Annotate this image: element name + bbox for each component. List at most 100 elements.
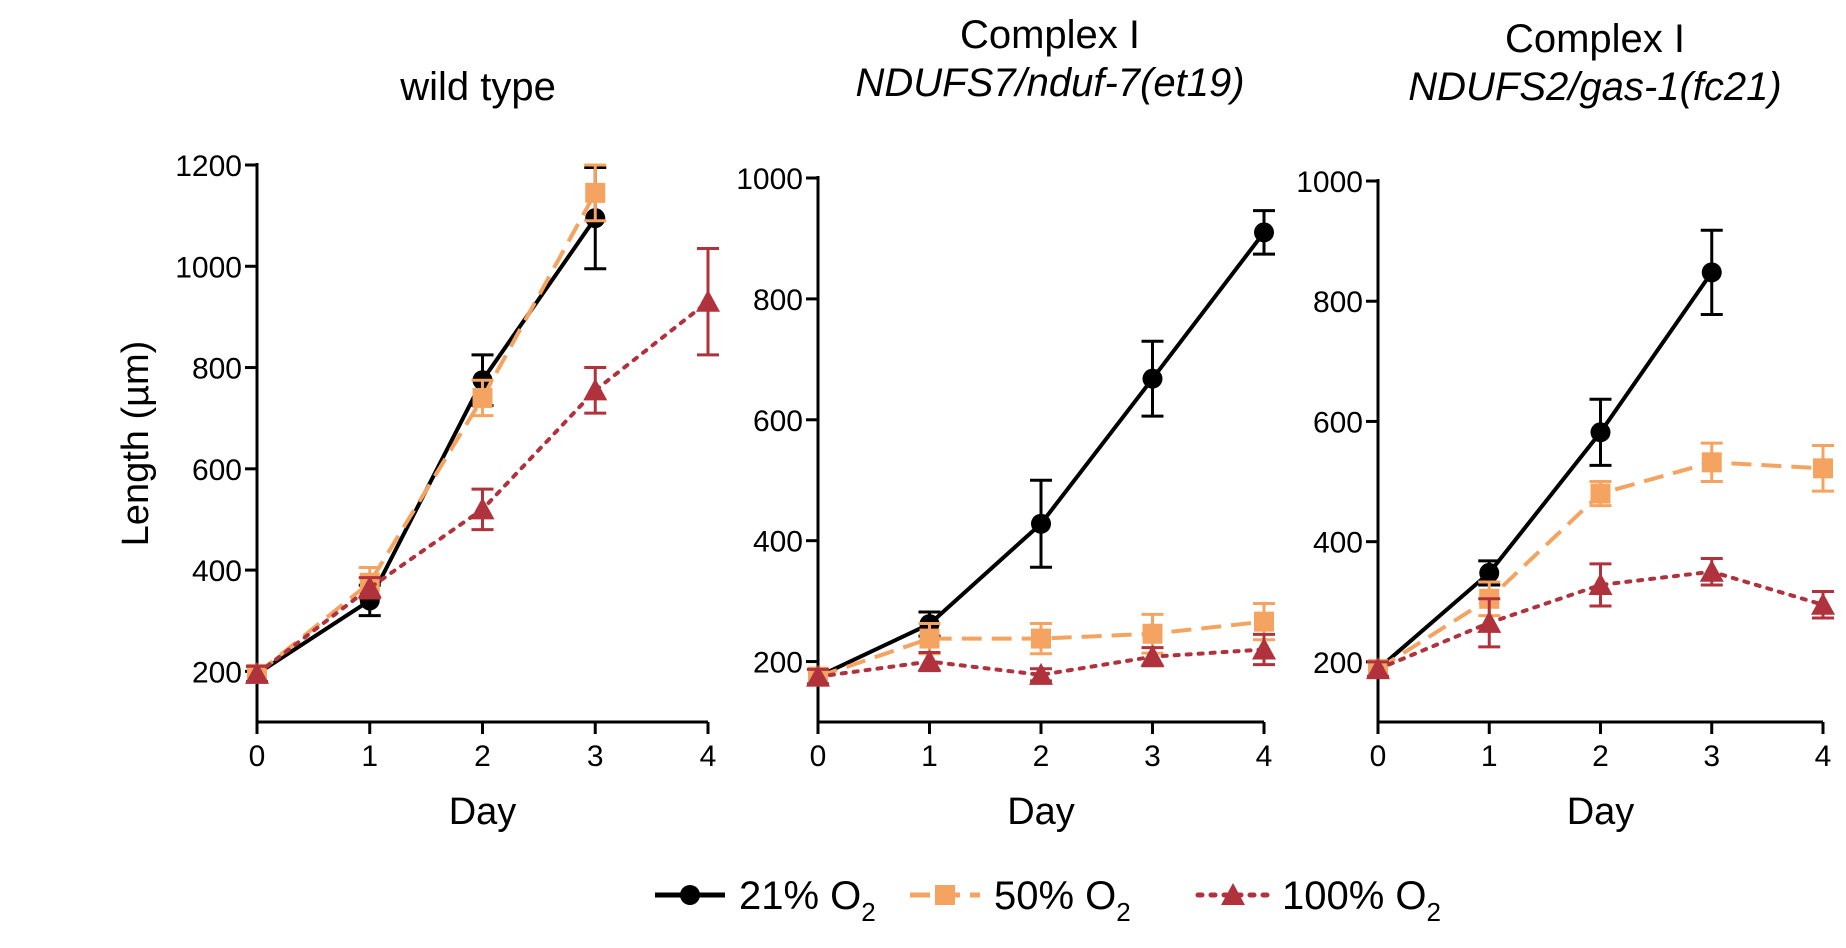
panel-1: wild type 200 400 600 800 1000 1200 0 1 2 3 4 Day Len… xyxy=(115,65,720,833)
series-100-o2 xyxy=(1366,556,1835,680)
data-point xyxy=(1699,559,1724,582)
x-tick-label: 1 xyxy=(1481,740,1498,773)
series-100-o2 xyxy=(806,632,1276,687)
legend-label: 21% O2 xyxy=(739,874,876,927)
y-tick-label: 600 xyxy=(1313,406,1363,439)
data-point xyxy=(585,182,606,203)
legend-label-text: 50% O xyxy=(994,874,1116,918)
panel-title: wild type xyxy=(399,65,556,109)
x-tick-label: 1 xyxy=(921,740,938,773)
y-tick-label: 200 xyxy=(192,656,242,689)
y-tick-label: 1200 xyxy=(175,150,242,183)
legend: 21% O2 50% O2 100% O2 xyxy=(655,874,1441,927)
x-tick-label: 2 xyxy=(474,740,491,773)
series-line xyxy=(1376,271,1714,671)
x-tick-label: 0 xyxy=(249,740,266,773)
x-tick-label: 0 xyxy=(1370,740,1387,773)
data-point xyxy=(1811,592,1835,615)
data-point xyxy=(919,628,940,649)
y-tick-label: 1000 xyxy=(1296,166,1363,199)
y-tick-label: 600 xyxy=(192,454,242,487)
data-point xyxy=(1588,572,1613,595)
y-tick-label: 400 xyxy=(1313,527,1363,560)
series-50-o2 xyxy=(246,163,607,684)
x-tick-label: 3 xyxy=(1703,740,1720,773)
data-point xyxy=(357,575,382,598)
data-point xyxy=(1590,422,1611,443)
y-tick-label: 400 xyxy=(192,555,242,588)
y-axis-label: Length (µm) xyxy=(115,341,157,547)
y-tick-label: 800 xyxy=(753,284,803,317)
data-point xyxy=(1252,637,1276,660)
y-tick-label: 800 xyxy=(192,353,242,386)
legend-label-subscript: 2 xyxy=(1116,897,1130,927)
data-point xyxy=(245,661,269,684)
legend-item: 100% O2 xyxy=(1195,874,1441,927)
series-21-o2 xyxy=(246,166,607,684)
data-point xyxy=(1142,368,1163,389)
data-point xyxy=(1254,611,1274,632)
legend-item: 21% O2 xyxy=(655,874,876,927)
y-tick-label: 600 xyxy=(753,405,803,438)
x-tick-label: 3 xyxy=(1144,740,1161,773)
legend-label-text: 21% O xyxy=(739,874,861,918)
data-point xyxy=(1031,628,1051,649)
x-tick-label: 4 xyxy=(1256,740,1273,773)
panel-subtitle: NDUFS2/gas-1(fc21) xyxy=(1408,65,1781,109)
y-tick-label: 400 xyxy=(753,526,803,559)
y-tick-label: 200 xyxy=(1313,647,1363,680)
y-tick-label: 1000 xyxy=(175,251,242,284)
data-point xyxy=(470,497,495,520)
data-point xyxy=(583,378,608,401)
legend-label-subscript: 2 xyxy=(861,897,875,927)
data-point xyxy=(1477,610,1502,633)
data-point xyxy=(1701,262,1722,283)
x-axis-label: Day xyxy=(449,791,517,833)
panel-subtitle: NDUFS7/nduf-7(et19) xyxy=(855,61,1244,105)
x-tick-label: 0 xyxy=(810,740,827,773)
legend-item: 50% O2 xyxy=(910,874,1131,927)
panel-title: Complex I xyxy=(960,13,1140,57)
series-21-o2 xyxy=(807,209,1275,687)
legend-marker xyxy=(680,885,700,905)
data-point xyxy=(1254,222,1274,243)
data-point xyxy=(1701,452,1722,473)
data-point xyxy=(696,289,720,312)
series-21-o2 xyxy=(1367,228,1723,680)
x-tick-label: 2 xyxy=(1592,740,1609,773)
x-tick-label: 3 xyxy=(587,740,604,773)
x-tick-label: 4 xyxy=(1815,740,1832,773)
data-point xyxy=(1140,644,1165,667)
series-100-o2 xyxy=(245,247,720,684)
data-point xyxy=(472,387,493,408)
data-point xyxy=(1142,623,1163,644)
legend-label-subscript: 2 xyxy=(1427,897,1441,927)
y-tick-label: 1000 xyxy=(736,163,803,196)
data-point xyxy=(1031,513,1051,534)
data-point xyxy=(1366,657,1390,680)
series-line xyxy=(816,647,1266,679)
data-point xyxy=(806,664,830,687)
series-line xyxy=(817,231,1266,679)
data-point xyxy=(1479,562,1500,583)
panel-title: Complex I xyxy=(1505,17,1685,61)
legend-marker xyxy=(1221,883,1245,905)
x-axis-label: Day xyxy=(1007,791,1075,833)
x-tick-label: 4 xyxy=(700,740,717,773)
data-point xyxy=(1813,458,1833,479)
legend-label-text: 100% O xyxy=(1282,874,1427,918)
y-tick-label: 200 xyxy=(753,647,803,680)
data-point xyxy=(917,649,942,672)
y-tick-label: 800 xyxy=(1313,286,1363,319)
legend-label: 100% O2 xyxy=(1282,874,1441,927)
x-tick-label: 1 xyxy=(361,740,378,773)
series-line xyxy=(255,191,598,676)
legend-marker xyxy=(935,885,955,905)
x-axis-label: Day xyxy=(1567,791,1635,833)
x-tick-label: 2 xyxy=(1033,740,1050,773)
legend-label: 50% O2 xyxy=(994,874,1131,927)
data-point xyxy=(1029,662,1053,685)
